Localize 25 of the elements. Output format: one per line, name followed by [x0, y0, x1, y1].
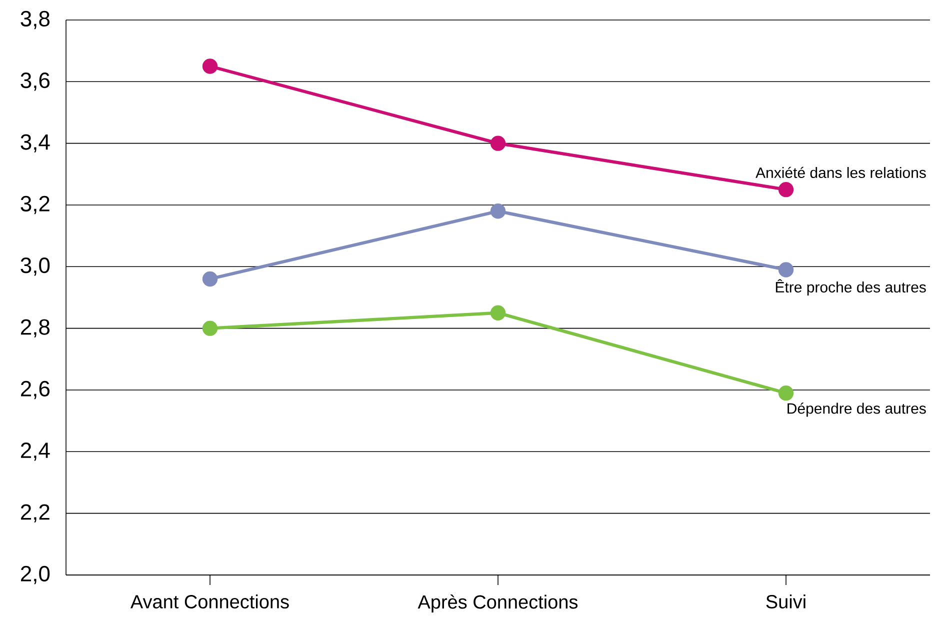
y-tick-label: 3,0 [20, 258, 50, 276]
y-tick-label: 2,2 [21, 504, 50, 522]
y-tick-label: 3,6 [20, 72, 50, 91]
y-tick-label: 2,6 [21, 380, 50, 400]
series-label: Être proche des autres [776, 279, 926, 296]
point [202, 58, 218, 74]
x-tick-label: Suivi [766, 594, 806, 608]
point [490, 305, 506, 321]
series-label: Anxiété dans les relations [756, 166, 926, 178]
point [202, 320, 218, 336]
y-tick-label: 3,2 [20, 196, 50, 214]
point [778, 262, 794, 278]
y-tick-label: 2,8 [21, 319, 50, 338]
point [202, 271, 218, 287]
y-tick-label: 2,0 [21, 566, 50, 584]
point [490, 136, 506, 151]
point [778, 385, 794, 401]
point [778, 182, 794, 198]
point [490, 204, 506, 219]
y-tick-label: 3,4 [20, 134, 50, 152]
y-tick-label: 3,8 [20, 10, 50, 30]
y-tick-label: 2,4 [21, 442, 50, 461]
x-tick-label: Avant Connections [130, 594, 289, 608]
series-label: Dépendre des autres [788, 402, 926, 417]
x-tick-label: Après Connections [418, 594, 578, 612]
